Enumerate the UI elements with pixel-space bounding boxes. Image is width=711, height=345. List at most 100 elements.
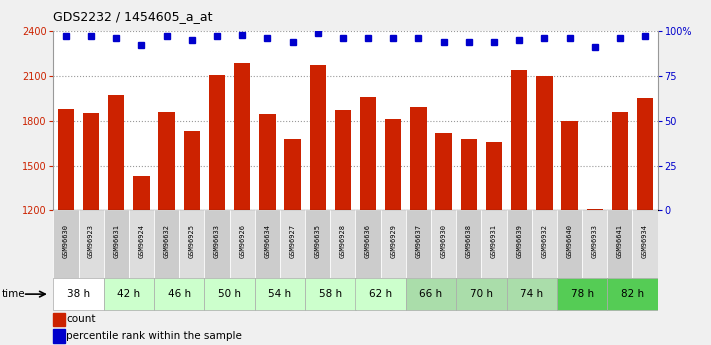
Text: GSM96641: GSM96641 bbox=[617, 224, 623, 258]
Text: 46 h: 46 h bbox=[168, 289, 191, 299]
Text: count: count bbox=[66, 315, 96, 324]
Bar bbox=[607, 278, 658, 310]
Text: 42 h: 42 h bbox=[117, 289, 141, 299]
Bar bbox=[461, 139, 477, 210]
Text: GSM96931: GSM96931 bbox=[491, 224, 497, 258]
Bar bbox=[53, 278, 104, 310]
Bar bbox=[284, 139, 301, 210]
Bar bbox=[536, 76, 552, 210]
Bar bbox=[234, 63, 250, 210]
Bar bbox=[356, 278, 406, 310]
Text: GSM96926: GSM96926 bbox=[239, 224, 245, 258]
Text: 50 h: 50 h bbox=[218, 289, 241, 299]
Text: GDS2232 / 1454605_a_at: GDS2232 / 1454605_a_at bbox=[53, 10, 213, 23]
Bar bbox=[53, 329, 65, 343]
Bar bbox=[305, 278, 356, 310]
Text: 78 h: 78 h bbox=[570, 289, 594, 299]
Bar bbox=[53, 210, 78, 278]
Bar bbox=[385, 119, 402, 210]
Text: GSM96933: GSM96933 bbox=[592, 224, 598, 258]
Text: GSM96639: GSM96639 bbox=[516, 224, 522, 258]
Bar bbox=[104, 278, 154, 310]
Text: GSM96932: GSM96932 bbox=[541, 224, 547, 258]
Text: 58 h: 58 h bbox=[319, 289, 342, 299]
Text: 82 h: 82 h bbox=[621, 289, 644, 299]
Text: GSM96640: GSM96640 bbox=[567, 224, 572, 258]
Bar bbox=[280, 210, 305, 278]
Bar bbox=[562, 121, 578, 210]
Text: percentile rank within the sample: percentile rank within the sample bbox=[66, 331, 242, 341]
Text: 70 h: 70 h bbox=[470, 289, 493, 299]
Bar bbox=[129, 210, 154, 278]
Text: 38 h: 38 h bbox=[67, 289, 90, 299]
Bar bbox=[58, 109, 74, 210]
Bar bbox=[53, 313, 65, 326]
Bar bbox=[557, 210, 582, 278]
Bar bbox=[435, 133, 451, 210]
Bar bbox=[335, 109, 351, 210]
Bar bbox=[260, 114, 276, 210]
Bar bbox=[205, 278, 255, 310]
Text: GSM96636: GSM96636 bbox=[365, 224, 371, 258]
Bar bbox=[506, 210, 532, 278]
Bar bbox=[331, 210, 356, 278]
Text: GSM96630: GSM96630 bbox=[63, 224, 69, 258]
Bar bbox=[78, 210, 104, 278]
Text: GSM96925: GSM96925 bbox=[189, 224, 195, 258]
Bar bbox=[607, 210, 633, 278]
Bar bbox=[154, 210, 179, 278]
Text: GSM96632: GSM96632 bbox=[164, 224, 170, 258]
Bar bbox=[209, 75, 225, 210]
Text: GSM96631: GSM96631 bbox=[113, 224, 119, 258]
Bar bbox=[410, 107, 427, 210]
Bar bbox=[205, 210, 230, 278]
Bar bbox=[380, 210, 406, 278]
Bar bbox=[255, 278, 305, 310]
Bar bbox=[108, 95, 124, 210]
Text: GSM96638: GSM96638 bbox=[466, 224, 472, 258]
Bar bbox=[309, 65, 326, 210]
Text: GSM96923: GSM96923 bbox=[88, 224, 94, 258]
Text: GSM96634: GSM96634 bbox=[264, 224, 270, 258]
Bar bbox=[104, 210, 129, 278]
Bar bbox=[406, 210, 431, 278]
Bar bbox=[133, 176, 149, 210]
Text: GSM96635: GSM96635 bbox=[315, 224, 321, 258]
Text: GSM96928: GSM96928 bbox=[340, 224, 346, 258]
Bar bbox=[637, 98, 653, 210]
Bar bbox=[356, 210, 380, 278]
Text: GSM96930: GSM96930 bbox=[441, 224, 447, 258]
Text: GSM96934: GSM96934 bbox=[642, 224, 648, 258]
Bar bbox=[360, 97, 376, 210]
Bar bbox=[456, 278, 506, 310]
Bar bbox=[611, 112, 628, 210]
Bar bbox=[159, 112, 175, 210]
Bar bbox=[431, 210, 456, 278]
Bar bbox=[481, 210, 506, 278]
Bar bbox=[511, 70, 528, 210]
Bar bbox=[154, 278, 205, 310]
Text: 74 h: 74 h bbox=[520, 289, 543, 299]
Text: time: time bbox=[1, 289, 25, 299]
Bar bbox=[456, 210, 481, 278]
Bar bbox=[582, 210, 607, 278]
Bar bbox=[557, 278, 607, 310]
Text: GSM96637: GSM96637 bbox=[415, 224, 422, 258]
Bar bbox=[532, 210, 557, 278]
Bar bbox=[506, 278, 557, 310]
Text: GSM96633: GSM96633 bbox=[214, 224, 220, 258]
Text: 66 h: 66 h bbox=[419, 289, 443, 299]
Bar bbox=[83, 112, 100, 210]
Text: GSM96929: GSM96929 bbox=[390, 224, 396, 258]
Bar bbox=[183, 131, 200, 210]
Bar bbox=[305, 210, 331, 278]
Text: GSM96924: GSM96924 bbox=[139, 224, 144, 258]
Text: 62 h: 62 h bbox=[369, 289, 392, 299]
Bar bbox=[486, 142, 502, 210]
Bar bbox=[633, 210, 658, 278]
Bar bbox=[587, 209, 603, 210]
Bar bbox=[230, 210, 255, 278]
Text: GSM96927: GSM96927 bbox=[289, 224, 296, 258]
Bar bbox=[255, 210, 280, 278]
Bar bbox=[406, 278, 456, 310]
